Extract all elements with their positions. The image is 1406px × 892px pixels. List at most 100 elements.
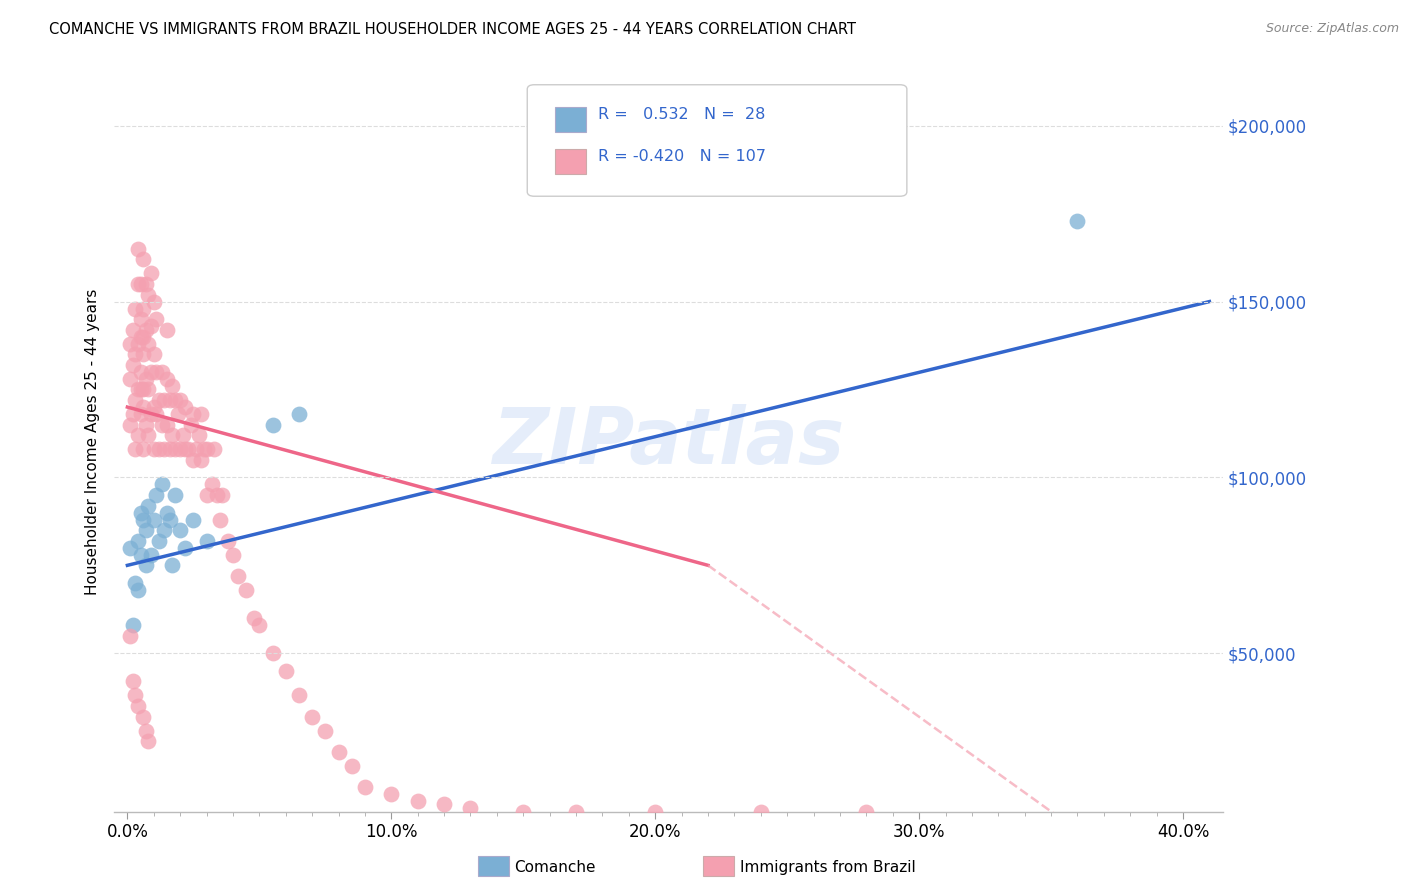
Point	[127, 277, 149, 291]
Point	[124, 442, 146, 457]
Point	[138, 336, 160, 351]
Point	[433, 797, 456, 812]
Text: Source: ZipAtlas.com: Source: ZipAtlas.com	[1265, 22, 1399, 36]
Point	[132, 400, 155, 414]
Point	[187, 428, 209, 442]
Point	[148, 533, 170, 548]
Point	[124, 301, 146, 316]
Point	[406, 794, 429, 808]
Point	[138, 499, 160, 513]
Point	[217, 533, 239, 548]
Point	[153, 392, 176, 407]
Point	[139, 548, 162, 562]
Point	[183, 407, 205, 421]
Point	[460, 801, 482, 815]
Point	[190, 453, 212, 467]
Point	[262, 417, 284, 432]
Point	[118, 629, 141, 643]
Point	[121, 618, 143, 632]
Point	[127, 533, 149, 548]
Point	[118, 541, 141, 555]
Point	[163, 442, 186, 457]
Point	[180, 417, 202, 432]
Point	[129, 277, 152, 291]
Point	[135, 323, 157, 337]
Point	[138, 287, 160, 301]
Point	[124, 392, 146, 407]
Point	[512, 805, 534, 819]
Point	[162, 428, 184, 442]
Point	[314, 723, 336, 738]
Point	[121, 407, 143, 421]
Point	[226, 569, 249, 583]
Point	[127, 428, 149, 442]
Point	[169, 523, 191, 537]
Point	[159, 392, 181, 407]
Point	[156, 323, 179, 337]
Point	[855, 805, 877, 819]
Point	[148, 442, 170, 457]
Point	[288, 689, 311, 703]
Point	[328, 745, 350, 759]
Point	[127, 242, 149, 256]
Point	[163, 392, 186, 407]
Point	[184, 442, 207, 457]
Point	[121, 674, 143, 689]
Point	[142, 400, 165, 414]
Point	[132, 513, 155, 527]
Point	[129, 312, 152, 326]
Point	[208, 513, 231, 527]
Point	[139, 365, 162, 379]
Point	[235, 582, 257, 597]
Point	[174, 541, 197, 555]
Text: R =   0.532   N =  28: R = 0.532 N = 28	[598, 107, 765, 121]
Point	[205, 488, 228, 502]
Point	[129, 330, 152, 344]
Point	[195, 442, 218, 457]
Point	[150, 477, 173, 491]
Text: R = -0.420   N = 107: R = -0.420 N = 107	[598, 149, 765, 163]
Point	[195, 533, 218, 548]
Point	[127, 698, 149, 713]
Point	[124, 689, 146, 703]
Point	[166, 407, 188, 421]
Point	[177, 442, 200, 457]
Point	[159, 513, 181, 527]
Point	[145, 312, 167, 326]
Point	[138, 383, 160, 397]
Point	[135, 523, 157, 537]
Point	[127, 582, 149, 597]
Point	[288, 407, 311, 421]
Point	[132, 383, 155, 397]
Point	[145, 407, 167, 421]
Point	[162, 558, 184, 573]
Point	[193, 442, 215, 457]
Point	[222, 548, 245, 562]
Point	[150, 417, 173, 432]
Text: ZIPatlas: ZIPatlas	[492, 404, 845, 480]
Point	[145, 488, 167, 502]
Point	[148, 392, 170, 407]
Point	[129, 506, 152, 520]
Point	[247, 618, 270, 632]
Point	[274, 664, 297, 678]
Text: Comanche: Comanche	[515, 860, 596, 874]
Point	[121, 323, 143, 337]
Point	[142, 347, 165, 361]
Point	[135, 723, 157, 738]
Point	[135, 277, 157, 291]
Point	[135, 372, 157, 386]
Point	[201, 477, 224, 491]
Point	[142, 294, 165, 309]
Point	[172, 428, 194, 442]
Point	[163, 488, 186, 502]
Point	[183, 453, 205, 467]
Point	[129, 365, 152, 379]
Point	[132, 301, 155, 316]
Point	[132, 252, 155, 267]
Text: COMANCHE VS IMMIGRANTS FROM BRAZIL HOUSEHOLDER INCOME AGES 25 - 44 YEARS CORRELA: COMANCHE VS IMMIGRANTS FROM BRAZIL HOUSE…	[49, 22, 856, 37]
Point	[139, 267, 162, 281]
Point	[150, 365, 173, 379]
Point	[159, 442, 181, 457]
Point	[749, 805, 772, 819]
